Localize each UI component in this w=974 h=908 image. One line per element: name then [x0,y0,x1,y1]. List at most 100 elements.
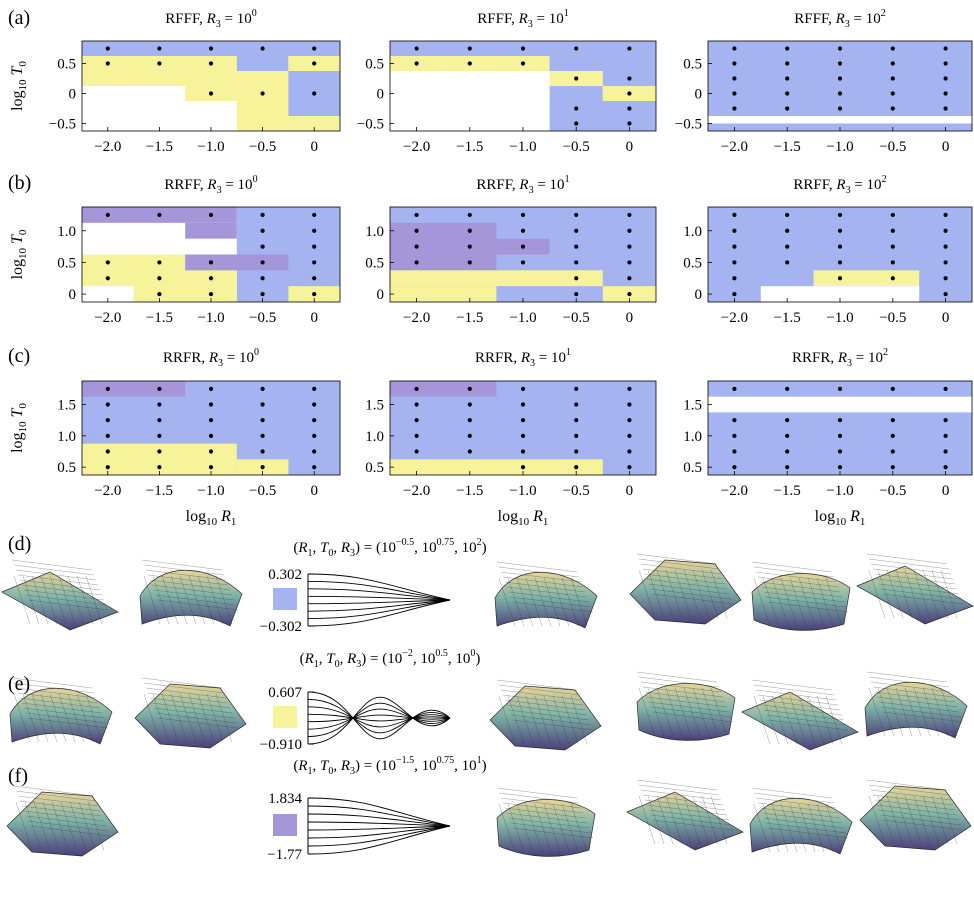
mesh-line [149,579,231,591]
panel-label: (c) [8,345,30,367]
surface-mesh [856,565,974,625]
mesh-line [206,575,224,625]
data-point [732,386,737,391]
mesh-line [638,558,720,570]
mesh-line [87,801,105,851]
mesh-line [816,803,834,853]
mesh-line [502,694,584,706]
panel-label: (b) [8,172,31,194]
data-point [890,386,895,391]
data-point [312,276,317,281]
data-point [157,402,162,407]
data-point [467,449,472,454]
mesh-line [880,814,962,826]
data-point [785,260,790,265]
mesh-line [25,712,107,724]
phase-panel: RRFF, R3 = 100 1.0 0.5 0 −2.0 −1.5 −1.0 −0.5 0 [57,174,341,326]
data-point [312,244,317,249]
y-tick-label: 0 [377,87,385,103]
data-point [208,61,214,66]
mesh-line [29,825,111,837]
mesh-line [27,820,109,832]
mesh-line [15,801,33,851]
mesh-line [940,569,958,619]
data-point [157,276,162,281]
mesh-line [753,695,771,745]
mesh-line [771,577,789,627]
profile-curve [307,825,451,855]
phase-panel: RRFR, R3 = 100 1.5 1.0 0.5 −2.0 −1.5 −1.0 −0.5 0… [57,347,341,528]
data-point [943,260,948,265]
x-axis-label: log10 R1 [498,508,549,528]
mesh-line [674,687,692,737]
mesh-line [650,814,732,826]
data-point [732,291,737,297]
mesh-line [759,807,841,819]
data-point [260,228,265,233]
data-point [157,46,162,51]
data-point [732,449,737,454]
mesh-line [751,679,833,691]
mode-color-swatch [273,588,297,610]
profile-curve [307,813,451,827]
mesh-line [157,717,239,729]
mesh-line [512,601,594,613]
mesh-line [13,564,95,576]
mesh-line [646,804,728,816]
data-point [627,402,632,407]
mesh-line [674,795,692,845]
data-point [157,465,162,470]
surface-mesh [1,571,119,631]
mesh-line [153,707,235,719]
mesh-line [31,693,49,743]
x-tick-label: −2.0 [403,310,430,326]
mesh-line [882,593,964,605]
surface-plot [629,553,742,625]
mesh-line [642,686,724,698]
shape-row: (f) (R1, T0, R3) = (10−1.5, 100.75, 101) 1… [6,755,972,863]
mesh-line [636,553,718,565]
mesh-line [638,676,720,688]
mesh-line [816,695,834,745]
y-tick-label: 0.5 [57,57,76,73]
mesh-line [762,577,780,627]
panel-title: RFFF, R3 = 101 [477,8,568,30]
mesh-line [27,599,109,611]
mesh-line [161,693,179,743]
mesh-line [638,784,720,796]
mesh-line [674,569,692,619]
region-block [133,286,237,302]
data-point [414,418,419,423]
mesh-line [761,704,843,716]
data-point [312,46,317,51]
x-tick-label: −1.5 [146,483,173,499]
data-point [467,402,472,407]
data-point [943,433,948,438]
region-block [185,254,289,271]
mesh-line [525,803,543,853]
mesh-line [753,803,771,853]
x-tick-label: −2.0 [721,483,748,499]
profile-max-label: 0.302 [268,567,302,583]
data-point [467,212,472,218]
mesh-line [153,589,235,601]
mesh-line [701,687,719,737]
data-point [520,260,526,265]
mesh-line [561,695,579,745]
mesh-line [767,827,849,839]
mesh-line [570,803,588,853]
mesh-line [753,577,771,627]
mesh-line [40,575,58,625]
data-point [105,418,110,423]
mesh-line [534,803,552,853]
data-point [785,61,790,66]
region-block [760,286,920,302]
mesh-line [825,803,843,853]
mesh-line [640,563,722,575]
data-point [785,212,790,218]
mesh-line [763,817,845,829]
data-point [208,418,214,423]
mesh-line [872,794,954,806]
mesh-line [500,689,582,701]
data-point [943,61,948,66]
